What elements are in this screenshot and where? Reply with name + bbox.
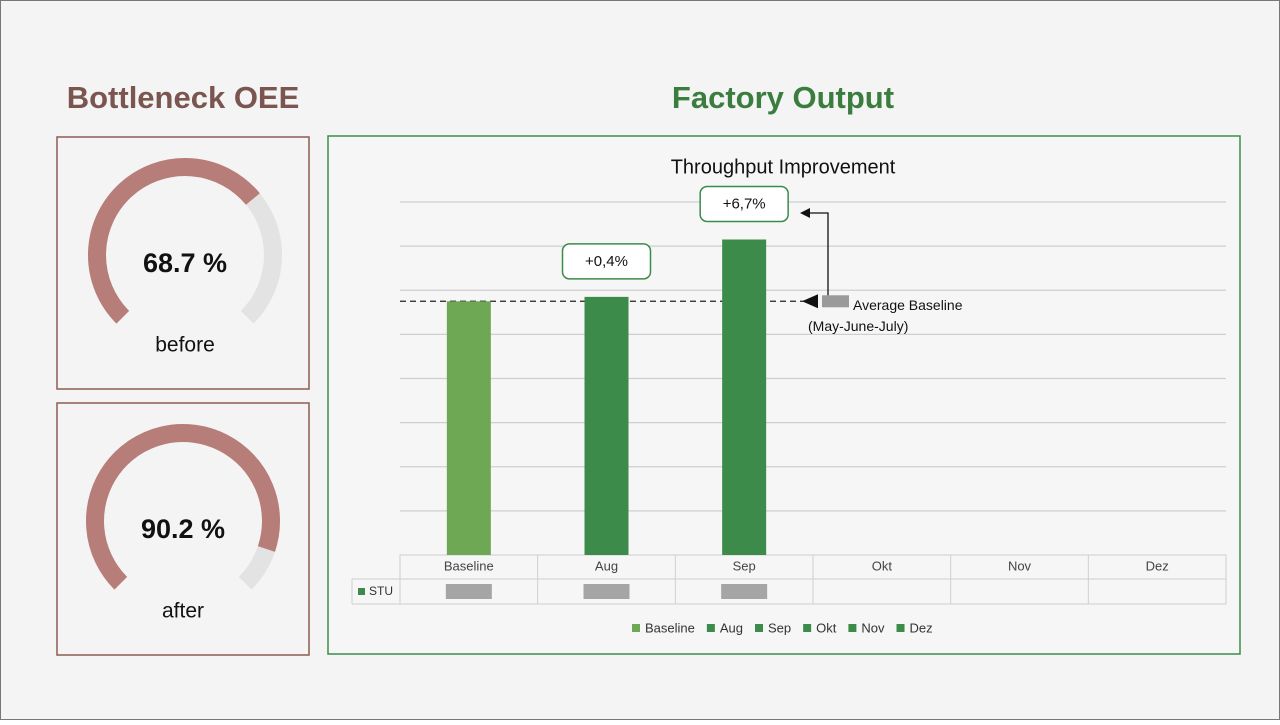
annotation: +6,7% [723, 195, 766, 212]
legend-label: Okt [816, 620, 837, 635]
legend-key [803, 624, 812, 632]
x-tick-label: Aug [595, 558, 618, 573]
redacted [721, 584, 768, 599]
legend-label: Baseline [645, 620, 695, 635]
x-tick-label: Okt [872, 558, 893, 573]
annotation-box [699, 185, 789, 223]
legend-label: Nov [861, 620, 885, 635]
bar [722, 239, 767, 555]
x-tick-label: Nov [1008, 558, 1032, 573]
gauge-label: 90.2 % [141, 514, 225, 544]
annotation-box [561, 243, 652, 280]
annotation-arrow [806, 212, 829, 296]
x-tick-label: Baseline [444, 558, 494, 573]
section-title: Factory Output [672, 80, 894, 115]
baseline-note: (May-June-July) [808, 318, 908, 334]
bar [584, 296, 629, 555]
x-tick-label: Sep [733, 558, 756, 573]
section-title: Bottleneck OEE [67, 80, 300, 115]
series-label: STU [369, 584, 393, 598]
redacted [822, 295, 849, 308]
x-tick-label: Dez [1146, 558, 1169, 573]
legend-label: Aug [720, 620, 743, 635]
legend-key [632, 624, 640, 632]
baseline-arrow [802, 294, 818, 309]
gauge-label: 68.7 % [143, 248, 227, 278]
legend-label: Sep [768, 620, 791, 635]
legend-key [706, 624, 715, 632]
legend-key [755, 624, 764, 632]
gauge-value [86, 424, 280, 590]
gauge-panel [56, 402, 310, 656]
annotation-arrowhead [800, 208, 810, 218]
redacted [583, 584, 630, 599]
chart-title: Throughput Improvement [671, 156, 896, 178]
legend-key [848, 624, 857, 632]
gauge-panel [56, 136, 310, 390]
legend-key [358, 588, 365, 595]
legend-label: Dez [910, 620, 933, 635]
redacted [445, 584, 492, 599]
annotation: +0,4% [585, 253, 628, 270]
bar [446, 301, 491, 555]
gauge-value [88, 158, 260, 324]
baseline-note: Average Baseline [853, 297, 963, 313]
gauge-caption: after [162, 600, 204, 623]
gauge-caption: before [155, 334, 215, 357]
legend-key [896, 624, 905, 632]
